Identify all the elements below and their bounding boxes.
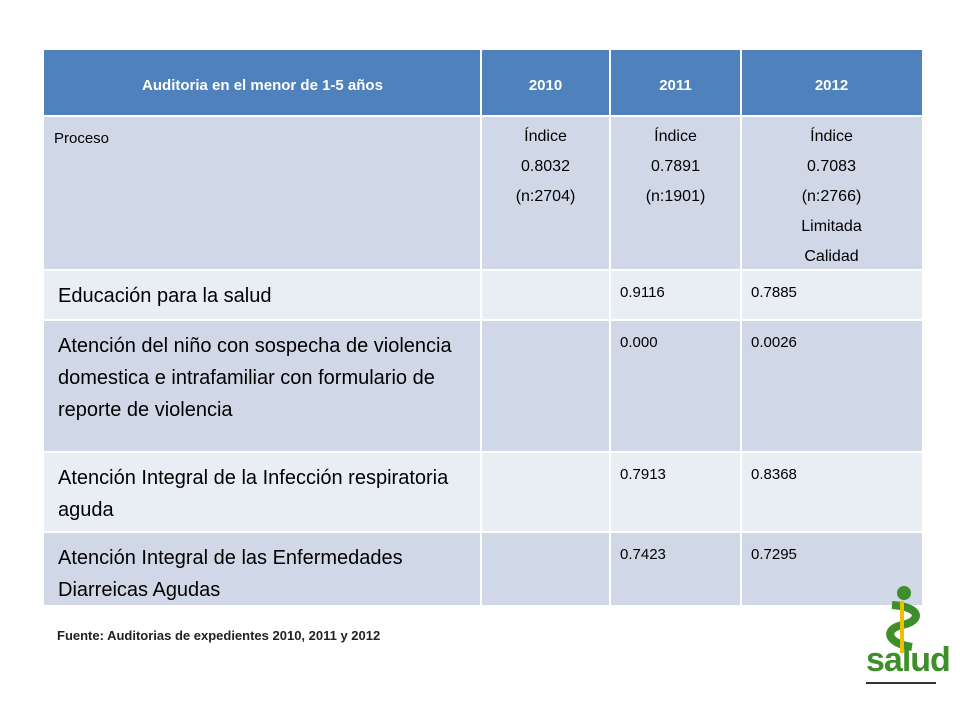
table-cell: 0.7885 bbox=[741, 270, 922, 320]
table-cell: 0.7295 bbox=[741, 532, 922, 605]
table-cell: 0.8368 bbox=[741, 452, 922, 532]
table-cell: 2011 bbox=[610, 50, 741, 116]
table-cell: Índice 0.7891 (n:1901) bbox=[610, 116, 741, 270]
table-cell: 0.0026 bbox=[741, 320, 922, 452]
table-cell: Educación para la salud bbox=[44, 270, 481, 320]
grid-line bbox=[44, 531, 922, 533]
grid-line bbox=[44, 115, 922, 117]
grid-line bbox=[44, 451, 922, 453]
grid-line bbox=[480, 50, 482, 605]
grid-line bbox=[44, 269, 922, 271]
logo-text: salud bbox=[866, 641, 951, 679]
table-cell: 2010 bbox=[481, 50, 610, 116]
grid-line bbox=[44, 319, 922, 321]
table-cell: 0.7913 bbox=[610, 452, 741, 532]
table-cell: Índice 0.8032 (n:2704) bbox=[481, 116, 610, 270]
table-cell bbox=[481, 532, 610, 605]
logo-icon bbox=[886, 586, 920, 653]
grid-line bbox=[740, 50, 742, 605]
footnote: Fuente: Auditorias de expedientes 2010, … bbox=[57, 628, 381, 643]
table-cell: 2012 bbox=[741, 50, 922, 116]
table-cell: Proceso bbox=[44, 116, 481, 270]
table-cell bbox=[481, 270, 610, 320]
table-cell: Índice 0.7083 (n:2766) Limitada Calidad bbox=[741, 116, 922, 270]
grid-line bbox=[609, 50, 611, 605]
logo-rule bbox=[866, 682, 936, 684]
table-cell: Atención Integral de las Enfermedades Di… bbox=[44, 532, 481, 605]
table-cell: 0.000 bbox=[610, 320, 741, 452]
table-cell bbox=[481, 320, 610, 452]
table-cell: Auditoria en el menor de 1-5 años bbox=[44, 50, 481, 116]
table-cell: Atención del niño con sospecha de violen… bbox=[44, 320, 481, 452]
table-cell: 0.9116 bbox=[610, 270, 741, 320]
table-cell bbox=[481, 452, 610, 532]
table-cell: Atención Integral de la Infección respir… bbox=[44, 452, 481, 532]
table-cell: 0.7423 bbox=[610, 532, 741, 605]
